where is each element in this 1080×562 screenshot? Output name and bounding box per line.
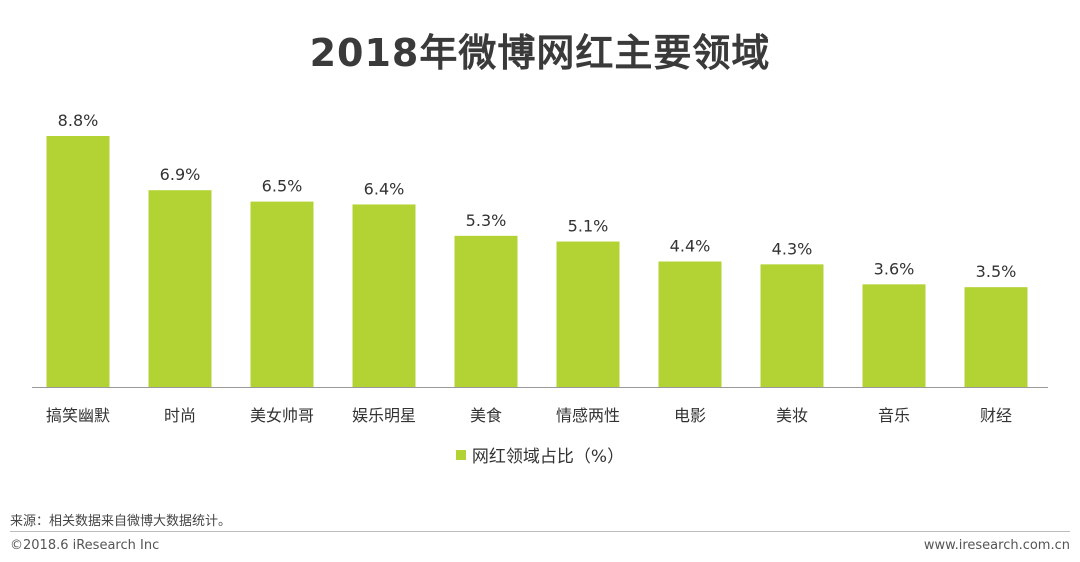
bar-3	[250, 201, 314, 387]
category-label-2: 时尚	[164, 406, 196, 425]
category-label-10: 财经	[980, 406, 1012, 425]
bar-10	[964, 287, 1028, 387]
copyright-text: ©2018.6 iResearch Inc	[10, 538, 160, 553]
footer-divider	[10, 531, 1070, 532]
legend-label: 网红领域占比（%）	[471, 447, 625, 467]
bar-chart: 8.8% 搞笑幽默 6.9% 时尚 6.5% 美女帅哥 6.4% 娱乐明星 5.3% 美食 5.1%…	[32, 111, 1048, 425]
bar-4	[352, 204, 416, 387]
website-text: www.iresearch.com.cn	[923, 538, 1070, 553]
data-label-9: 3.6%	[874, 259, 915, 278]
data-label-1: 8.8%	[58, 111, 99, 130]
category-label-6: 情感两性	[556, 406, 620, 425]
data-label-5: 5.3%	[466, 211, 507, 230]
category-label-3: 美女帅哥	[250, 406, 314, 425]
data-label-2: 6.9%	[160, 165, 201, 184]
bar-1	[46, 136, 110, 387]
bar-7	[658, 261, 722, 387]
data-label-4: 6.4%	[364, 179, 405, 198]
category-label-9: 音乐	[878, 406, 910, 425]
bar-9	[862, 284, 926, 387]
data-label-7: 4.4%	[670, 237, 711, 256]
category-label-7: 电影	[674, 406, 706, 425]
chart-title: 2018年微博网红主要领域	[309, 31, 771, 75]
bar-5	[454, 235, 518, 387]
data-label-3: 6.5%	[262, 177, 303, 196]
bar-8	[760, 264, 824, 387]
chart-legend: 网红领域占比（%）	[0, 442, 1080, 467]
source-note: 来源：相关数据来自微博大数据统计。	[10, 514, 232, 529]
bar-6	[556, 241, 620, 387]
data-label-8: 4.3%	[772, 239, 813, 258]
data-label-10: 3.5%	[976, 262, 1017, 281]
category-label-4: 娱乐明星	[352, 406, 416, 425]
legend-swatch	[455, 449, 466, 460]
category-label-5: 美食	[470, 406, 502, 425]
category-label-1: 搞笑幽默	[46, 406, 110, 425]
category-label-8: 美妆	[776, 406, 808, 425]
bar-2	[148, 190, 212, 387]
data-label-6: 5.1%	[568, 217, 609, 236]
